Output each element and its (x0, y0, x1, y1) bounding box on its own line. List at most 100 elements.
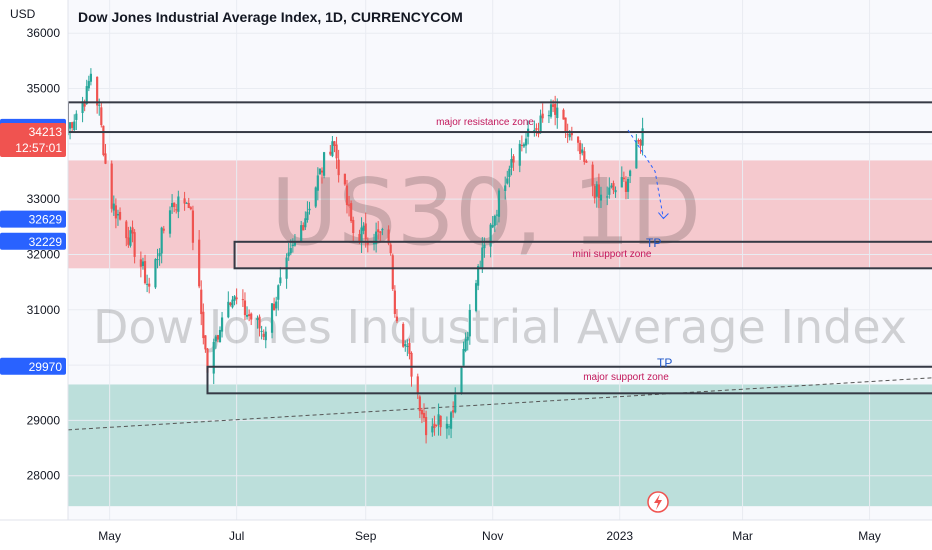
candle-body (306, 211, 309, 221)
candle (554, 95, 557, 126)
candle-body (318, 168, 322, 175)
candle-body (364, 223, 367, 240)
candle-body (129, 230, 132, 246)
candle-body (198, 239, 201, 287)
lightning-icon[interactable] (647, 491, 669, 513)
candle (639, 138, 642, 154)
candle (637, 138, 640, 145)
candle (422, 403, 426, 423)
candle-body (250, 313, 253, 320)
candle-body (570, 132, 573, 136)
candle-body (566, 134, 569, 136)
candle (318, 168, 322, 175)
candle (258, 314, 261, 337)
candle (402, 322, 405, 348)
candle (395, 308, 399, 324)
candle-body (189, 207, 192, 210)
candle-body (160, 227, 163, 254)
candle-body (191, 210, 195, 243)
candle (533, 120, 536, 137)
candle-body (329, 151, 332, 155)
candle-body (562, 109, 565, 120)
candle-body (212, 341, 215, 374)
candle (229, 301, 232, 307)
candle-body (610, 185, 613, 188)
candle (216, 334, 219, 343)
candle (431, 418, 434, 437)
watermark-symbol: US30, 1D (271, 159, 702, 266)
candle-body (308, 208, 311, 211)
candle-body (322, 152, 326, 176)
candle-body (289, 248, 292, 254)
candle (641, 117, 644, 156)
candle-body (73, 121, 76, 131)
candle (366, 237, 369, 253)
candle-body (146, 283, 149, 285)
candle-body (227, 301, 230, 318)
candle-body (549, 104, 553, 117)
candle (445, 416, 449, 439)
candle-body (535, 127, 538, 130)
candle (620, 166, 623, 188)
candle-body (422, 412, 426, 419)
candle-body (387, 229, 390, 244)
price-tag-bg (0, 123, 66, 158)
candle-body (277, 285, 280, 300)
candle-body (154, 259, 157, 288)
candle (562, 108, 565, 120)
candle-body (216, 335, 219, 340)
candle-body (200, 289, 203, 315)
candle-body (418, 396, 421, 412)
candle-body (360, 227, 363, 243)
zone-box-1[interactable] (233, 240, 932, 270)
projection-arrow[interactable] (627, 129, 664, 219)
candle-body (116, 213, 120, 216)
candle (622, 171, 625, 182)
candle (462, 341, 465, 366)
time-axis-background (0, 520, 932, 550)
candle (541, 103, 544, 123)
candle-body (402, 324, 405, 347)
time-tick-label: 2023 (606, 529, 633, 543)
candle (522, 142, 526, 149)
candle (406, 339, 409, 357)
price-tag-bg (0, 232, 66, 250)
candle (96, 76, 99, 114)
candle-body (391, 255, 394, 290)
candle (85, 79, 88, 105)
candle (362, 222, 365, 235)
candle-body (389, 244, 392, 254)
candle (243, 292, 247, 321)
candle-body (564, 117, 567, 133)
candle (381, 227, 384, 236)
candle-body (102, 125, 105, 155)
candle (439, 415, 442, 436)
price-tag-bg (0, 357, 66, 375)
candle-body (104, 153, 107, 164)
candle (118, 207, 122, 221)
candle (227, 291, 230, 319)
candle (418, 395, 421, 419)
candle (146, 274, 149, 293)
candle-body (291, 244, 294, 247)
candle (168, 206, 172, 238)
trend-line[interactable] (67, 377, 932, 431)
candle-body (156, 259, 159, 261)
candle (626, 176, 630, 199)
zone-box-2[interactable] (206, 365, 932, 395)
zone-label-major-resistance: major resistance zone (436, 117, 534, 128)
candle-body (241, 299, 244, 301)
candle-body (118, 211, 122, 220)
candle (510, 148, 513, 176)
candle (275, 296, 278, 317)
candle-body (287, 252, 290, 257)
candle (435, 424, 438, 427)
candle-body (68, 122, 72, 129)
candle (612, 180, 615, 195)
candle (599, 186, 603, 208)
candle (329, 144, 332, 156)
candle (185, 201, 188, 204)
price-tag-label: 32229 (29, 235, 63, 249)
candle-body (506, 178, 509, 184)
